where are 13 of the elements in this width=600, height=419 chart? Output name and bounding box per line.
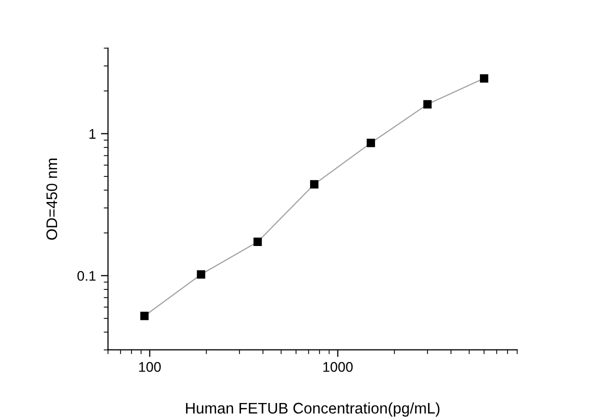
y-tick-label: 1 — [90, 129, 96, 139]
point — [310, 180, 318, 188]
point — [140, 312, 149, 320]
point — [366, 138, 376, 148]
x-axis-title: Human FETUB Concentration(pg/mL) — [186, 402, 440, 417]
point — [196, 270, 206, 279]
x-tick-label: 1000 — [323, 362, 353, 372]
point — [480, 74, 488, 83]
y-tick-label: 0.1 — [77, 270, 96, 281]
y-axis-title: OD=450 nm — [46, 158, 58, 240]
point — [423, 100, 432, 108]
x-tick-label: 100 — [139, 362, 161, 372]
point — [253, 238, 262, 246]
